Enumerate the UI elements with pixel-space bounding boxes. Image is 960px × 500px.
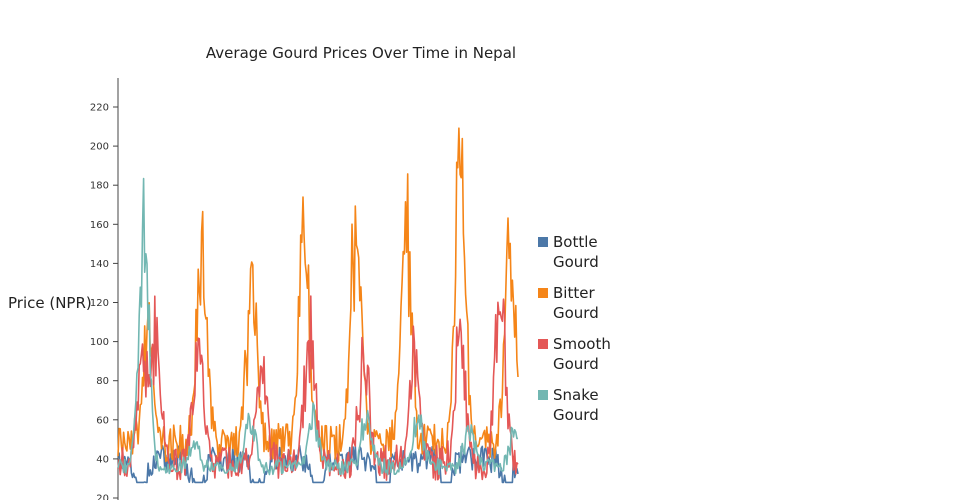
series-line-smooth [117, 295, 519, 481]
y-tick-label: 80 [96, 376, 109, 387]
y-tick-label: 120 [90, 298, 109, 309]
legend-item-smooth[interactable]: Smooth Gourd [538, 335, 611, 373]
legend-label: Gourd [553, 253, 599, 271]
y-tick-label: 140 [90, 259, 109, 270]
legend-label: Snake [553, 386, 599, 404]
legend-label: Bitter [553, 284, 595, 302]
legend-swatch [538, 288, 548, 298]
y-tick-label: 20 [96, 494, 109, 500]
series-line-snake [117, 177, 519, 476]
legend-label: Bottle [553, 233, 598, 251]
legend-swatch [538, 339, 548, 349]
legend-item-bottle[interactable]: Bottle Gourd [538, 233, 599, 271]
y-tick-label: 100 [90, 337, 109, 348]
y-tick-label: 180 [90, 181, 109, 192]
legend-label: Gourd [553, 406, 599, 424]
plot-area [117, 127, 519, 484]
legend[interactable]: Bottle Gourd Bitter Gourd Smooth Gourd Snake Go… [538, 233, 611, 424]
y-tick-label: 60 [96, 415, 109, 426]
legend-item-bitter[interactable]: Bitter Gourd [538, 284, 599, 322]
legend-label: Smooth [553, 335, 611, 353]
legend-swatch [538, 390, 548, 400]
legend-label: Gourd [553, 304, 599, 322]
y-tick-label: 200 [90, 142, 109, 153]
series-line-bitter [117, 127, 519, 464]
legend-swatch [538, 237, 548, 247]
y-tick-label: 160 [90, 220, 109, 231]
legend-item-snake[interactable]: Snake Gourd [538, 386, 599, 424]
chart-title: Average Gourd Prices Over Time in Nepal [206, 44, 516, 62]
y-axis-label: Price (NPR) [8, 294, 92, 312]
y-axis: 20 40 60 80 100 120 140 160 180 200 220 [90, 78, 119, 500]
y-tick-label: 220 [90, 103, 109, 114]
y-tick-label: 40 [96, 454, 109, 465]
legend-label: Gourd [553, 355, 599, 373]
